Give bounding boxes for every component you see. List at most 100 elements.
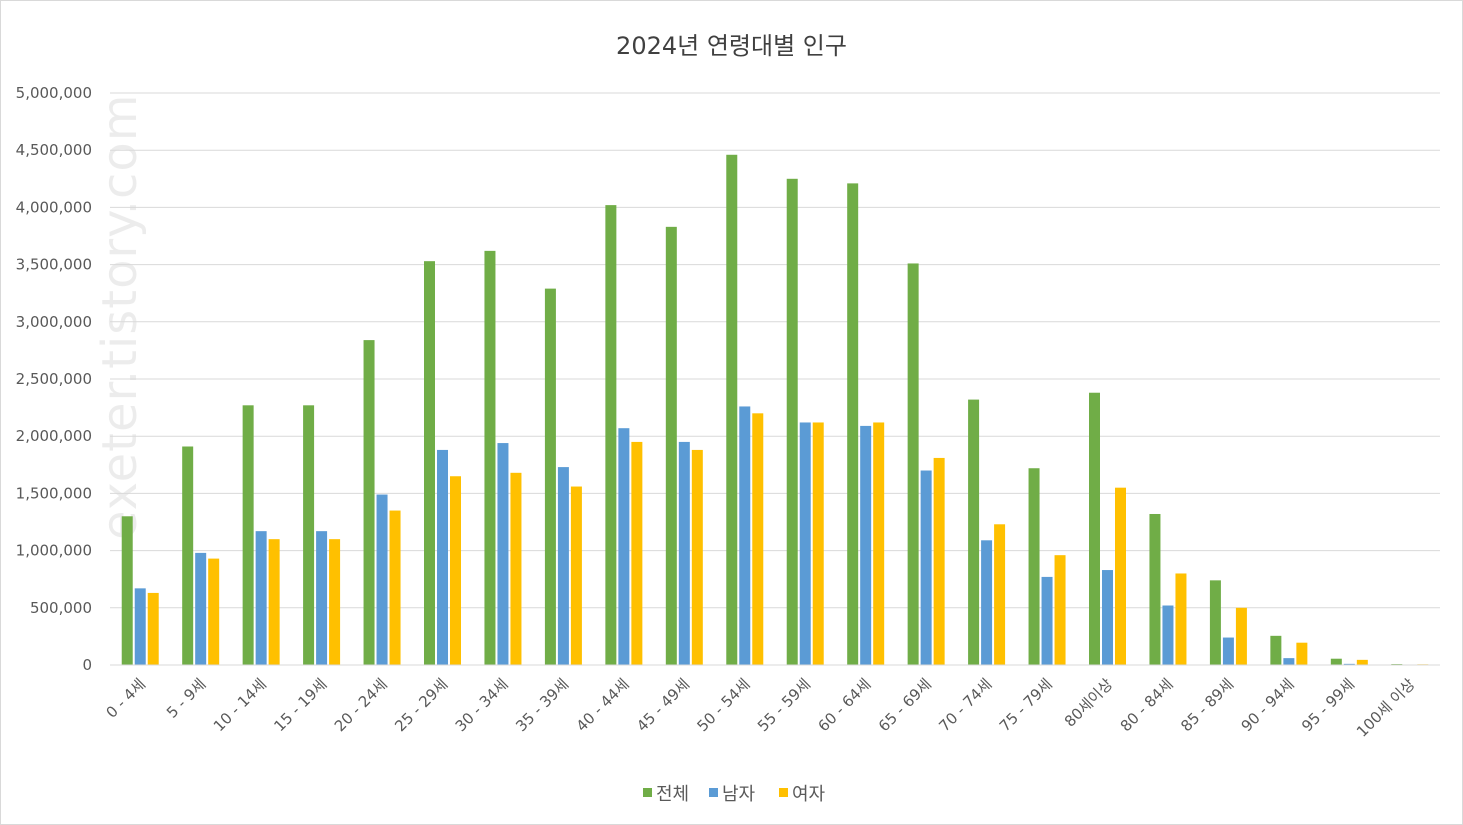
- bar-total: [907, 263, 919, 665]
- gridlines: [110, 92, 1440, 666]
- bar-male: [739, 406, 751, 665]
- x-tick-label: 35 - 39세: [512, 675, 572, 735]
- bar-male: [497, 443, 509, 665]
- y-tick-label: 2,000,000: [16, 427, 92, 445]
- x-tick-label: 50 - 54세: [694, 675, 754, 735]
- x-axis: 0 - 4세 5 - 9세 10 - 14세 15 - 19세 20 - 24세 25 -…: [102, 664, 1440, 741]
- bar-male: [1283, 658, 1295, 665]
- bar-total: [847, 183, 859, 665]
- x-tick-label: 90 - 94세: [1238, 675, 1298, 735]
- bar-male: [255, 531, 267, 665]
- x-tick-label: 10 - 14세: [210, 675, 270, 735]
- x-tick-label: 65 - 69세: [875, 675, 935, 735]
- bar-female: [933, 457, 945, 665]
- bar-total: [968, 399, 980, 665]
- bar-male: [981, 540, 993, 665]
- bar-total: [1330, 658, 1342, 665]
- x-tick-label: 40 - 44세: [573, 675, 633, 735]
- bar-total: [182, 446, 194, 665]
- bar-male: [316, 531, 328, 665]
- bar-male: [1343, 663, 1355, 665]
- bar-female: [873, 422, 885, 665]
- bar-female: [752, 413, 764, 665]
- bar-total: [484, 250, 496, 665]
- bar-total: [121, 516, 133, 665]
- bar-female: [1115, 487, 1126, 665]
- bar-female: [389, 510, 401, 665]
- bar-male: [557, 467, 569, 665]
- bars: [121, 154, 1429, 666]
- bar-total: [1209, 580, 1221, 665]
- y-tick-label: 2,500,000: [16, 370, 92, 388]
- bar-female: [450, 476, 461, 665]
- bar-total: [242, 405, 254, 665]
- bar-female: [631, 441, 643, 665]
- bar-male: [134, 588, 146, 665]
- legend-label: 남자: [722, 784, 756, 805]
- bar-total: [1089, 392, 1100, 665]
- bar-total: [665, 226, 677, 665]
- bar-male: [1102, 570, 1113, 665]
- x-tick-label: 5 - 9세: [163, 675, 210, 722]
- y-tick-label: 3,000,000: [16, 313, 92, 331]
- bar-male: [376, 494, 388, 665]
- legend-label: 전체: [656, 784, 689, 805]
- y-tick-label: 1,500,000: [16, 484, 92, 502]
- bar-female: [1296, 642, 1308, 665]
- bar-male: [1041, 576, 1053, 665]
- x-tick-label: 70 - 74세: [935, 675, 995, 735]
- bar-total: [363, 340, 375, 665]
- bar-female: [1356, 659, 1368, 665]
- bar-female: [1235, 607, 1247, 665]
- bar-female: [208, 558, 220, 665]
- bar-total: [1270, 635, 1282, 665]
- y-tick-label: 0: [82, 656, 92, 674]
- bar-total: [726, 154, 738, 665]
- y-tick-label: 5,000,000: [16, 84, 92, 102]
- x-tick-label: 30 - 34세: [452, 675, 512, 735]
- x-tick-label: 45 - 49세: [633, 675, 693, 735]
- x-tick-label: 80세이상: [1061, 675, 1117, 731]
- bar-male: [860, 425, 872, 665]
- x-tick-label: 75 - 79세: [996, 675, 1056, 735]
- bar-total: [786, 178, 798, 666]
- x-tick-label: 100세 이상: [1353, 675, 1419, 741]
- bar-female: [1054, 555, 1066, 665]
- bar-male: [437, 449, 448, 665]
- legend-swatch: [643, 788, 652, 797]
- bar-male: [1162, 605, 1174, 665]
- bar-male: [799, 422, 811, 665]
- x-tick-label: 15 - 19세: [270, 675, 330, 735]
- bar-male: [195, 552, 207, 665]
- bar-total: [1149, 513, 1161, 665]
- x-tick-label: 60 - 64세: [814, 675, 874, 735]
- x-tick-label: 55 - 59세: [754, 675, 814, 735]
- y-tick-label: 4,000,000: [16, 198, 92, 216]
- y-tick-label: 4,500,000: [16, 141, 92, 159]
- bar-total: [303, 405, 315, 665]
- y-tick-label: 3,500,000: [16, 256, 92, 274]
- legend: 전체 남자 여자: [643, 784, 826, 805]
- bar-total: [424, 261, 435, 665]
- bar-female: [268, 539, 280, 665]
- legend-swatch: [709, 788, 718, 797]
- bar-male: [920, 470, 932, 665]
- bar-female: [994, 524, 1006, 665]
- bar-total: [1028, 468, 1040, 665]
- bar-total: [605, 205, 617, 665]
- bar-female: [510, 472, 522, 665]
- x-tick-label: 25 - 29세: [391, 675, 451, 735]
- bar-male: [1222, 637, 1234, 665]
- y-tick-label: 1,000,000: [16, 542, 92, 560]
- x-tick-label: 95 - 99세: [1298, 675, 1358, 735]
- y-tick-label: 500,000: [30, 599, 92, 617]
- x-tick-label: 20 - 24세: [331, 675, 391, 735]
- bar-female: [1175, 573, 1187, 665]
- bar-female: [329, 539, 341, 665]
- x-tick-label: 0 - 4세: [102, 675, 149, 722]
- bar-female: [812, 422, 824, 665]
- y-axis: 0 500,000 1,000,000 1,500,000 2,000,000 2,500…: [16, 84, 92, 674]
- bar-female: [147, 592, 159, 665]
- x-tick-label: 80 - 84세: [1117, 675, 1177, 735]
